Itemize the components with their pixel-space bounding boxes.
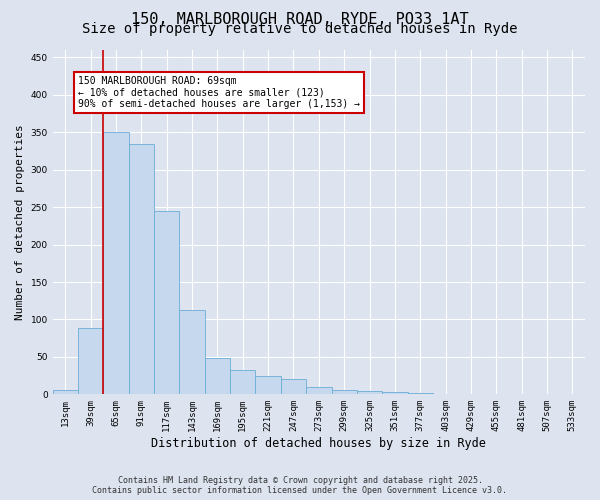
Bar: [407, 393, 433, 394]
Bar: [332, 390, 357, 394]
Bar: [230, 370, 256, 394]
Y-axis label: Number of detached properties: Number of detached properties: [15, 124, 25, 320]
Bar: [103, 132, 129, 394]
Bar: [78, 328, 103, 394]
Text: 150, MARLBOROUGH ROAD, RYDE, PO33 1AT: 150, MARLBOROUGH ROAD, RYDE, PO33 1AT: [131, 12, 469, 28]
Bar: [154, 211, 179, 394]
Bar: [179, 310, 205, 394]
Bar: [256, 376, 281, 394]
Bar: [129, 144, 154, 394]
Bar: [53, 390, 78, 394]
Bar: [306, 387, 332, 394]
Text: Contains HM Land Registry data © Crown copyright and database right 2025.
Contai: Contains HM Land Registry data © Crown c…: [92, 476, 508, 495]
X-axis label: Distribution of detached houses by size in Ryde: Distribution of detached houses by size …: [151, 437, 486, 450]
Bar: [382, 392, 407, 394]
Bar: [281, 380, 306, 394]
Text: Size of property relative to detached houses in Ryde: Size of property relative to detached ho…: [82, 22, 518, 36]
Bar: [357, 392, 382, 394]
Bar: [205, 358, 230, 395]
Text: 150 MARLBOROUGH ROAD: 69sqm
← 10% of detached houses are smaller (123)
90% of se: 150 MARLBOROUGH ROAD: 69sqm ← 10% of det…: [78, 76, 360, 110]
